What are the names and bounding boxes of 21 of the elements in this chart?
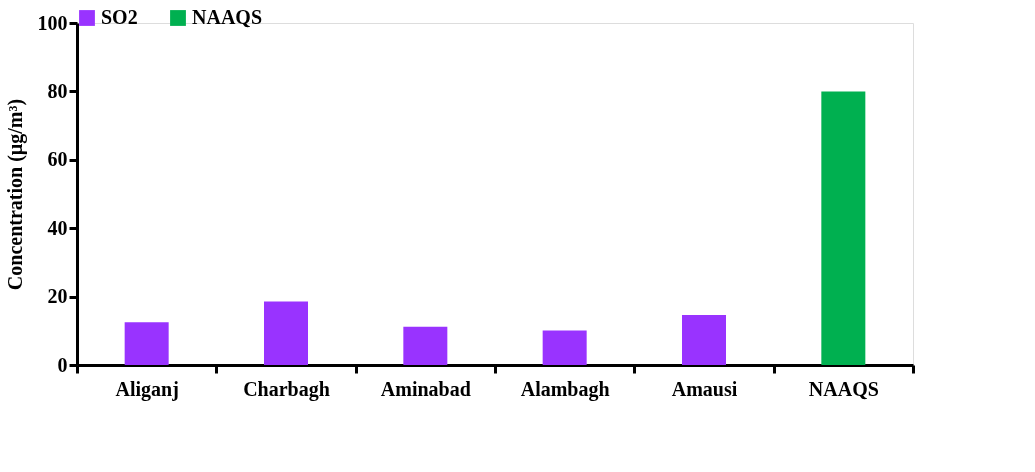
- y-tick-label: 40: [47, 216, 68, 239]
- y-tick-label: 20: [47, 285, 68, 308]
- x-tick-label: Amausi: [671, 377, 738, 400]
- bar: [821, 91, 866, 365]
- x-tick-label: Aliganj: [115, 377, 179, 401]
- y-tick-label: 100: [37, 11, 68, 34]
- x-tick-label: NAAQS: [808, 377, 879, 400]
- bar: [682, 315, 726, 365]
- bar: [403, 326, 448, 365]
- legend-label: NAAQS: [192, 6, 263, 28]
- bar: [542, 330, 587, 365]
- y-axis-title: Concentration (µg/m³): [3, 98, 27, 291]
- y-tick-label: 60: [47, 148, 68, 171]
- bar: [124, 322, 169, 365]
- bar: [264, 301, 308, 365]
- x-tick-label: Alambagh: [520, 377, 610, 401]
- y-tick-label: 0: [57, 353, 68, 376]
- y-tick-label: 80: [47, 79, 68, 102]
- x-tick-label: Charbagh: [243, 377, 330, 401]
- x-tick-label: Aminabad: [380, 377, 471, 400]
- legend-label: SO2: [101, 6, 138, 28]
